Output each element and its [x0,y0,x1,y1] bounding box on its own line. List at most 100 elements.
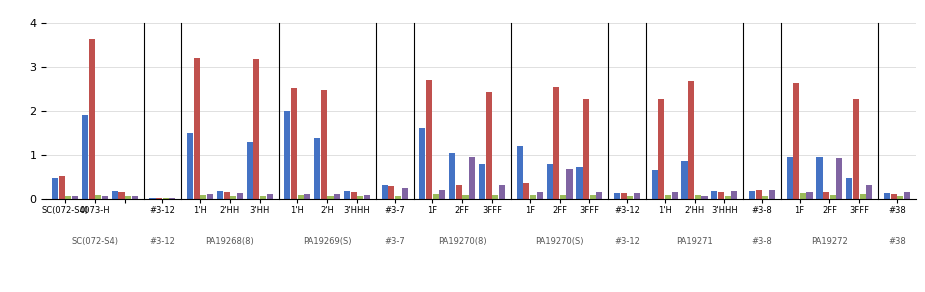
Bar [536,192,543,199]
Bar [762,196,769,199]
Bar [732,191,737,199]
Text: #3-12: #3-12 [614,237,640,246]
Bar [321,90,327,199]
Bar [291,88,297,199]
Bar [193,58,200,199]
Bar [131,197,138,199]
Bar [344,191,351,199]
Bar [118,192,125,199]
Bar [388,186,394,199]
Bar [66,197,71,199]
Bar [711,191,718,199]
Bar [58,176,65,199]
Bar [224,192,229,199]
Bar [486,92,492,199]
Bar [298,195,303,199]
Text: PA19272: PA19272 [811,237,848,246]
Text: PA19269(S): PA19269(S) [303,237,352,246]
Bar [524,183,529,199]
Bar [583,99,589,199]
Bar [479,164,485,199]
Bar [327,196,334,199]
Bar [89,39,94,199]
Bar [469,157,475,199]
Bar [724,196,731,199]
Text: PA19270(S): PA19270(S) [536,237,584,246]
Bar [95,196,102,199]
Text: #3-12: #3-12 [150,237,176,246]
Bar [395,197,401,199]
Bar [589,195,596,199]
Bar [807,192,812,199]
Bar [866,185,872,199]
Text: SC(072-S4): SC(072-S4) [71,237,118,246]
Bar [517,146,523,199]
Bar [72,197,78,199]
Bar [426,80,432,199]
Bar [150,198,155,199]
Bar [547,164,552,199]
Bar [364,196,370,199]
Bar [794,84,799,199]
Bar [112,191,117,199]
Bar [156,198,162,199]
Bar [884,193,890,199]
Bar [566,169,573,199]
Bar [247,142,253,199]
Bar [672,192,678,199]
Text: PA19268(8): PA19268(8) [205,237,254,246]
Bar [163,198,168,199]
Bar [304,194,311,199]
Bar [237,193,243,199]
Bar [701,197,708,199]
Bar [102,197,108,199]
Bar [82,115,88,199]
Bar [530,195,536,199]
Bar [627,196,634,199]
Bar [450,152,455,199]
Bar [456,185,462,199]
Text: #3-7: #3-7 [385,237,405,246]
Bar [216,191,223,199]
Bar [187,133,193,199]
Bar [897,197,904,199]
Bar [169,198,176,199]
Bar [201,196,206,199]
Bar [52,178,58,199]
Text: #3-8: #3-8 [752,237,772,246]
Bar [846,178,853,199]
Bar [621,193,627,199]
Bar [904,192,910,199]
Bar [688,81,695,199]
Bar [253,59,260,199]
Bar [786,157,793,199]
Bar [230,197,236,199]
Bar [665,196,671,199]
Text: PA19270(8): PA19270(8) [438,237,487,246]
Bar [499,185,505,199]
Bar [576,167,583,199]
Bar [891,194,896,199]
Bar [462,195,469,199]
Bar [836,158,843,199]
Bar [597,192,602,199]
Bar [695,195,701,199]
Bar [853,99,859,199]
Bar [756,190,761,199]
Bar [419,128,426,199]
Bar [125,197,131,199]
Bar [492,195,499,199]
Bar [433,194,438,199]
Bar [439,190,445,199]
Bar [823,192,829,199]
Bar [284,111,290,199]
Bar [769,190,775,199]
Bar [682,161,687,199]
Bar [382,185,388,199]
Bar [634,193,640,199]
Bar [560,196,566,199]
Bar [651,170,658,199]
Bar [553,87,560,199]
Text: #38: #38 [888,237,906,246]
Bar [401,188,408,199]
